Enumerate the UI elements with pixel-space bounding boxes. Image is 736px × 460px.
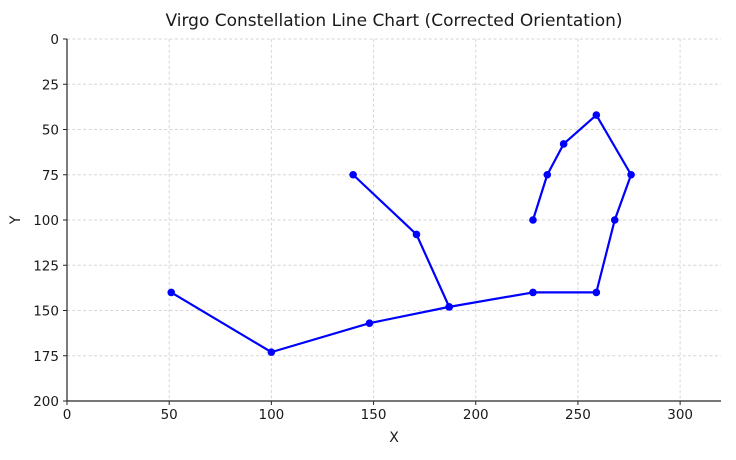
x-tick-label: 200 <box>463 407 489 423</box>
star-marker <box>267 348 276 356</box>
constellation-line <box>352 173 451 308</box>
x-tick-label: 250 <box>565 407 591 423</box>
y-tick-label: 175 <box>33 349 59 365</box>
star-marker <box>445 303 453 311</box>
y-tick-label: 100 <box>33 213 59 229</box>
x-tick-label: 0 <box>63 407 72 423</box>
y-tick-label: 75 <box>42 168 59 184</box>
x-tick-label: 100 <box>258 407 284 423</box>
star-marker <box>592 288 601 297</box>
chart-title: Virgo Constellation Line Chart (Correcte… <box>165 11 622 31</box>
star-marker <box>365 319 374 327</box>
star-marker <box>610 216 619 224</box>
star-marker <box>167 288 176 297</box>
star-marker <box>559 140 568 148</box>
y-tick-label: 50 <box>42 123 59 139</box>
y-tick-label: 25 <box>42 77 59 93</box>
star-marker <box>627 170 635 179</box>
x-tick-label: 300 <box>667 407 693 423</box>
star-marker <box>592 111 601 119</box>
star-marker <box>529 288 537 297</box>
y-tick-label: 0 <box>50 32 59 48</box>
y-tick-label: 200 <box>33 394 59 410</box>
grid-layer <box>66 38 721 402</box>
x-tick-label: 150 <box>361 407 387 423</box>
constellation-line <box>170 113 633 354</box>
y-axis-label: Y <box>8 215 24 225</box>
y-tick-label: 150 <box>33 304 59 320</box>
star-marker <box>412 230 421 239</box>
star-marker <box>529 216 537 224</box>
x-axis-label: X <box>389 430 399 446</box>
x-tick-label: 50 <box>161 407 178 423</box>
star-marker <box>349 170 357 179</box>
data-layer <box>167 111 635 356</box>
axis-layer: 0 50 100 150 200 250 300 0 25 50 75 100 125 150 175 200 <box>33 32 721 423</box>
y-tick-label: 125 <box>33 258 59 274</box>
star-marker <box>543 170 552 179</box>
